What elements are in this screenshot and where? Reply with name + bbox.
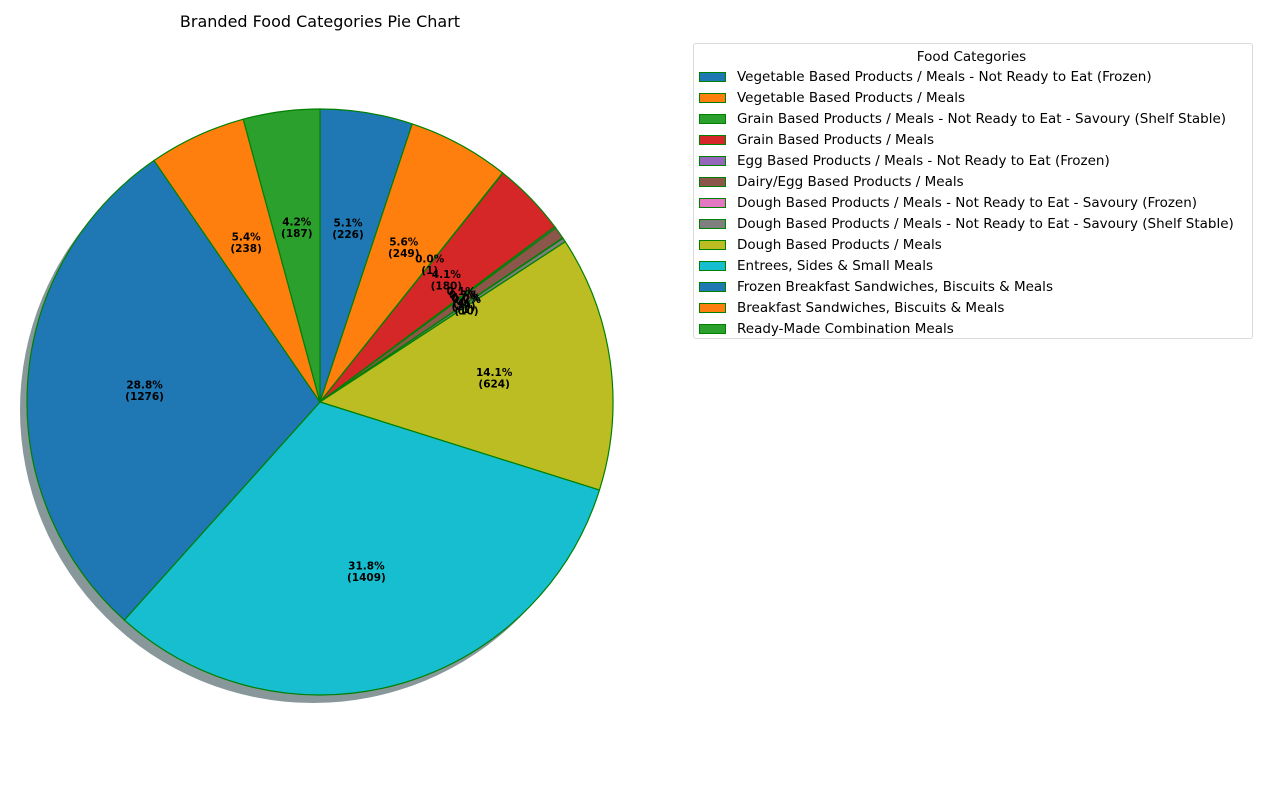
pie-slice-label-3: 4.1% (180)	[431, 269, 463, 293]
legend-label-8: Dough Based Products / Meals	[737, 236, 942, 253]
pie-slices	[26, 108, 614, 696]
legend-entry-7: Dough Based Products / Meals - Not Ready…	[699, 213, 1244, 234]
pie-slice-10	[26, 159, 321, 621]
legend-label-7: Dough Based Products / Meals - Not Ready…	[737, 215, 1234, 232]
pie-slice-label-5: 0.7% (29)	[449, 290, 479, 314]
pie-slice-label-7: 0.2% (10)	[452, 294, 482, 318]
pie-slice-label-9: 31.8% (1409)	[347, 561, 386, 585]
legend-swatch-3	[699, 134, 726, 145]
legend-entry-6: Dough Based Products / Meals - Not Ready…	[699, 192, 1244, 213]
pie-chart: 5.1% (226)5.6% (249)0.0% (1)4.1% (180)0.1% (4…	[20, 108, 614, 703]
legend: Food Categories Vegetable Based Products…	[693, 43, 1253, 339]
pie-slice-label-10: 28.8% (1276)	[125, 380, 164, 404]
pie-slice-label-11: 5.4% (238)	[230, 231, 262, 255]
legend-label-6: Dough Based Products / Meals - Not Ready…	[737, 194, 1198, 211]
legend-label-12: Ready-Made Combination Meals	[737, 320, 954, 337]
legend-entry-8: Dough Based Products / Meals	[699, 234, 1244, 255]
legend-swatch-7	[699, 218, 726, 229]
legend-entry-0: Vegetable Based Products / Meals - Not R…	[699, 66, 1244, 87]
pie-slice-8	[319, 241, 614, 491]
legend-label-11: Breakfast Sandwiches, Biscuits & Meals	[737, 299, 1005, 316]
legend-entry-10: Frozen Breakfast Sandwiches, Biscuits & …	[699, 276, 1244, 297]
legend-swatch-6	[699, 197, 726, 208]
legend-swatch-2	[699, 113, 726, 124]
legend-label-4: Egg Based Products / Meals - Not Ready t…	[737, 152, 1110, 169]
legend-swatch-1	[699, 92, 726, 103]
legend-label-10: Frozen Breakfast Sandwiches, Biscuits & …	[737, 278, 1053, 295]
pie-slice-12	[242, 108, 321, 403]
legend-label-5: Dairy/Egg Based Products / Meals	[737, 173, 964, 190]
legend-label-0: Vegetable Based Products / Meals - Not R…	[737, 68, 1152, 85]
legend-entry-11: Breakfast Sandwiches, Biscuits & Meals	[699, 297, 1244, 318]
legend-swatch-11	[699, 302, 726, 313]
pie-slice-labels: 5.1% (226)5.6% (249)0.0% (1)4.1% (180)0.1% (4…	[125, 217, 513, 584]
legend-swatch-12	[699, 323, 726, 334]
legend-label-3: Grain Based Products / Meals	[737, 131, 935, 148]
pie-slice-9	[123, 401, 601, 696]
pie-slice-label-8: 14.1% (624)	[476, 367, 513, 391]
legend-entry-9: Entrees, Sides & Small Meals	[699, 255, 1244, 276]
legend-swatch-5	[699, 176, 726, 187]
pie-slice-label-0: 5.1% (226)	[332, 217, 364, 241]
pie-slice-label-6: 0.0% (1)	[451, 293, 481, 317]
legend-title: Food Categories	[916, 49, 1027, 65]
legend-entries: Vegetable Based Products / Meals - Not R…	[699, 66, 1244, 339]
legend-entry-4: Egg Based Products / Meals - Not Ready t…	[699, 150, 1244, 171]
legend-label-2: Grain Based Products / Meals - Not Ready…	[737, 110, 1227, 127]
pie-slice-label-12: 4.2% (187)	[281, 217, 313, 241]
legend-entry-12: Ready-Made Combination Meals	[699, 318, 1244, 339]
pie-slice-label-2: 0.0% (1)	[415, 254, 445, 278]
chart-title: Branded Food Categories Pie Chart	[179, 12, 461, 31]
legend-swatch-8	[699, 239, 726, 250]
legend-label-1: Vegetable Based Products / Meals	[737, 89, 966, 106]
legend-swatch-4	[699, 155, 726, 166]
pie-slice-label-1: 5.6% (249)	[388, 236, 420, 260]
legend-swatch-10	[699, 281, 726, 292]
legend-swatch-9	[699, 260, 726, 271]
legend-entry-2: Grain Based Products / Meals - Not Ready…	[699, 108, 1244, 129]
legend-entry-1: Vegetable Based Products / Meals	[699, 87, 1244, 108]
pie-slice-label-4: 0.1% (4)	[447, 286, 477, 310]
legend-entry-3: Grain Based Products / Meals	[699, 129, 1244, 150]
legend-label-9: Entrees, Sides & Small Meals	[737, 257, 933, 274]
legend-entry-5: Dairy/Egg Based Products / Meals	[699, 171, 1244, 192]
legend-swatch-0	[699, 71, 726, 82]
